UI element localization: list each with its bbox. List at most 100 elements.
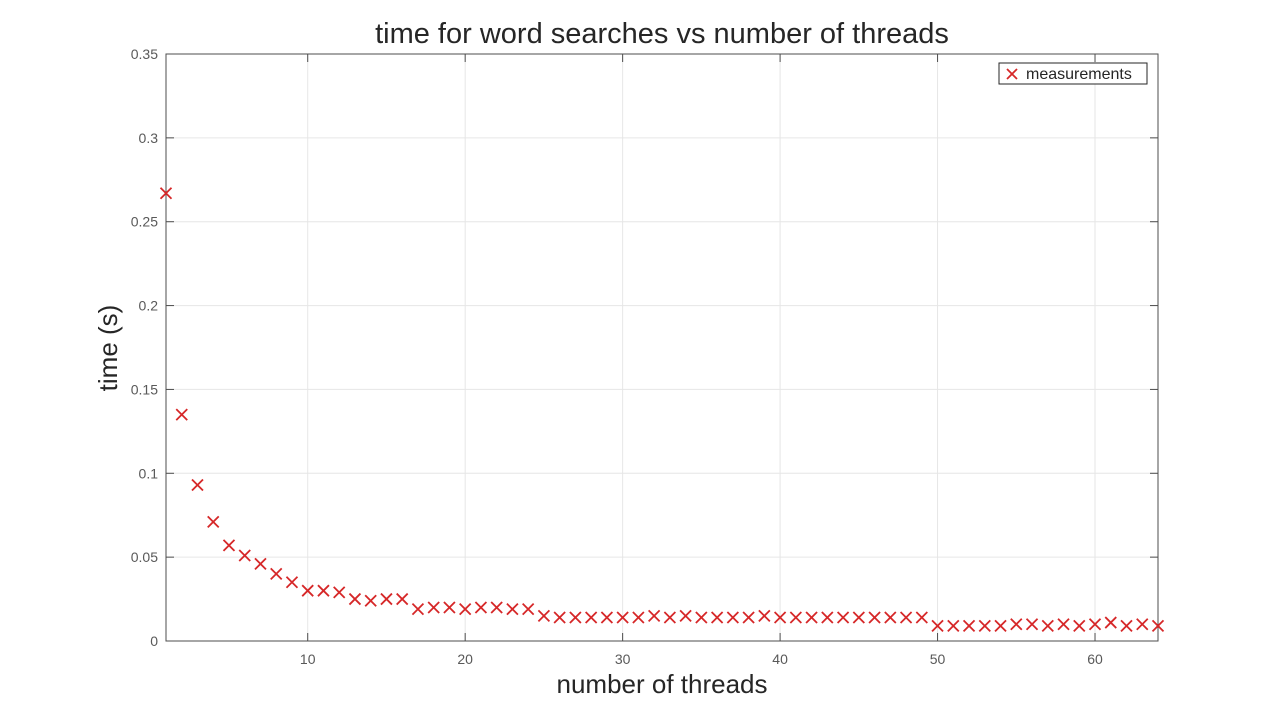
data-point bbox=[411, 602, 425, 616]
data-point-stroke bbox=[679, 609, 692, 622]
data-point bbox=[333, 586, 346, 599]
data-point-stroke bbox=[852, 611, 865, 624]
data-point-stroke bbox=[726, 611, 739, 624]
data-point-stroke bbox=[616, 611, 629, 624]
data-point bbox=[836, 611, 850, 624]
data-point bbox=[396, 592, 409, 606]
data-point bbox=[380, 592, 393, 606]
data-point-stroke bbox=[443, 601, 456, 614]
data-point-stroke bbox=[1073, 619, 1086, 633]
data-point-stroke bbox=[915, 611, 928, 624]
x-axis-title: number of threads bbox=[556, 669, 767, 699]
data-point-stroke bbox=[175, 408, 188, 421]
data-point bbox=[1025, 618, 1039, 631]
data-point bbox=[159, 187, 173, 200]
data-point-stroke bbox=[931, 619, 944, 633]
data-point-stroke bbox=[632, 611, 645, 624]
data-point bbox=[175, 408, 188, 421]
data-point bbox=[238, 549, 251, 562]
data-point bbox=[726, 611, 739, 624]
data-point bbox=[443, 601, 456, 614]
data-point bbox=[884, 611, 897, 624]
data-point-stroke bbox=[301, 584, 314, 597]
data-point bbox=[1088, 618, 1102, 631]
data-point bbox=[773, 611, 787, 624]
y-tick-label: 0.35 bbox=[131, 46, 158, 62]
data-point bbox=[994, 619, 1007, 633]
y-tick-label: 0.1 bbox=[139, 465, 159, 481]
data-point bbox=[742, 611, 755, 624]
data-point bbox=[537, 609, 551, 622]
x-tick-label: 50 bbox=[930, 651, 946, 667]
axes-frame bbox=[165, 53, 1159, 642]
legend-marker-stroke bbox=[1006, 68, 1018, 80]
data-point-stroke bbox=[899, 611, 913, 624]
x-tick-label: 30 bbox=[615, 651, 631, 667]
data-point bbox=[207, 515, 220, 529]
data-point bbox=[695, 611, 708, 624]
data-point bbox=[474, 601, 488, 614]
data-point bbox=[364, 594, 377, 607]
data-point-stroke bbox=[1010, 618, 1023, 631]
data-point bbox=[899, 611, 913, 624]
ticks: 10 20 30 40 50 60 0 0.05 0.1 0.15 0.2 0.25 0.3 0.35 bbox=[131, 46, 1158, 667]
data-point bbox=[222, 539, 236, 552]
data-point-stroke bbox=[569, 611, 582, 624]
data-point-stroke bbox=[1104, 616, 1117, 629]
data-point bbox=[285, 576, 299, 589]
data-point-stroke bbox=[159, 187, 173, 200]
data-point bbox=[962, 619, 976, 633]
data-point-stroke bbox=[207, 515, 220, 529]
data-point-stroke bbox=[1136, 618, 1149, 631]
data-point bbox=[585, 611, 598, 624]
data-point bbox=[616, 611, 629, 624]
y-tick-label: 0.3 bbox=[139, 130, 159, 146]
y-tick-label: 0.2 bbox=[139, 298, 159, 314]
data-point bbox=[569, 611, 582, 624]
data-point bbox=[1041, 619, 1054, 633]
data-point bbox=[632, 611, 645, 624]
data-point bbox=[931, 619, 944, 633]
data-point bbox=[663, 611, 677, 624]
data-point bbox=[1136, 618, 1149, 631]
data-point bbox=[789, 611, 802, 624]
data-point-stroke bbox=[396, 592, 409, 606]
data-point-stroke bbox=[884, 611, 897, 624]
data-point-stroke bbox=[773, 611, 787, 624]
data-markers bbox=[159, 187, 1165, 633]
data-point-stroke bbox=[411, 602, 425, 616]
data-point-stroke bbox=[285, 576, 299, 589]
data-point-stroke bbox=[254, 557, 267, 570]
data-point-stroke bbox=[270, 567, 283, 581]
legend-entry-measurements: measurements bbox=[1026, 66, 1132, 83]
data-point bbox=[647, 609, 661, 622]
data-point-stroke bbox=[474, 601, 488, 614]
data-point-stroke bbox=[585, 611, 598, 624]
data-point-stroke bbox=[537, 609, 551, 622]
data-point-stroke bbox=[222, 539, 236, 552]
y-tick-label: 0.25 bbox=[131, 214, 158, 230]
data-point bbox=[301, 584, 314, 597]
data-point-stroke bbox=[1041, 619, 1054, 633]
data-point-stroke bbox=[238, 549, 251, 562]
legend-marker-icon bbox=[1006, 68, 1018, 80]
data-point-stroke bbox=[459, 602, 472, 616]
data-point-stroke bbox=[836, 611, 850, 624]
data-point bbox=[1120, 619, 1133, 633]
y-axis-title: time (s) bbox=[93, 305, 123, 392]
data-point-stroke bbox=[978, 619, 991, 633]
data-point-stroke bbox=[947, 619, 960, 633]
data-point-stroke bbox=[191, 478, 204, 492]
data-point bbox=[1073, 619, 1086, 633]
data-point-stroke bbox=[962, 619, 976, 633]
data-point-stroke bbox=[333, 586, 346, 599]
data-point-stroke bbox=[647, 609, 661, 622]
data-point-stroke bbox=[600, 611, 614, 624]
data-point bbox=[553, 611, 566, 624]
legend-box bbox=[998, 62, 1148, 85]
data-point-stroke bbox=[317, 584, 330, 597]
data-point bbox=[915, 611, 928, 624]
data-point-stroke bbox=[789, 611, 802, 624]
